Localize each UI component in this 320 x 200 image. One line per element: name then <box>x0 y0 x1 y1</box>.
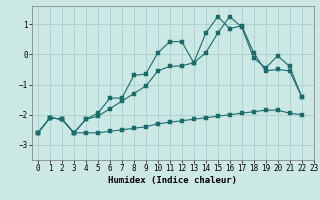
X-axis label: Humidex (Indice chaleur): Humidex (Indice chaleur) <box>108 176 237 185</box>
